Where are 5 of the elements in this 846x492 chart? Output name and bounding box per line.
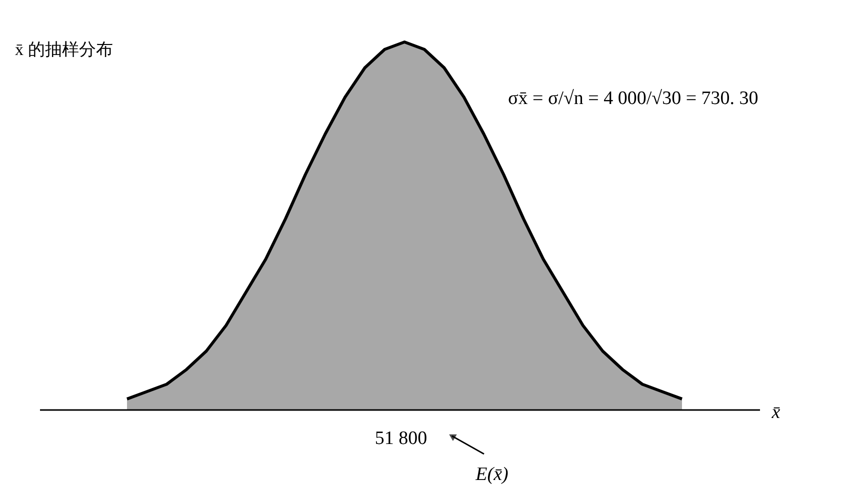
text: E(x̄) [474, 464, 508, 485]
x-axis-title: x̄ [770, 402, 781, 423]
y-axis-title: x̄ 的抽样分布 [15, 40, 113, 59]
annotation: σx̄ = σ/√n = 4 000/√30 = 730. 30 [508, 88, 758, 109]
text: 51 800 [374, 428, 428, 449]
